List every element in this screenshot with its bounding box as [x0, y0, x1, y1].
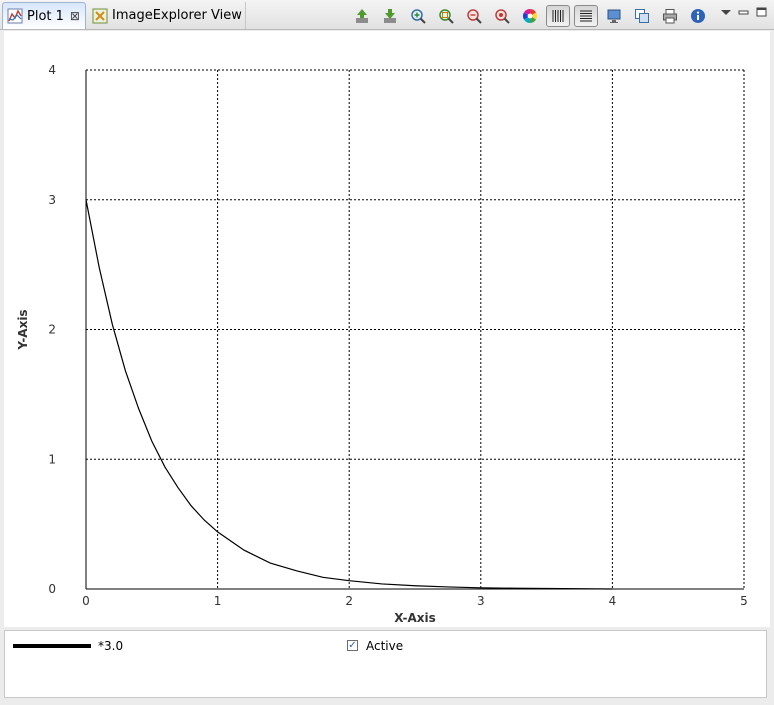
maximize-button[interactable] [754, 5, 770, 21]
line-chart[interactable]: 0 1 2 3 4 5 0 1 2 3 4 X-Axis Y-Axis [4, 31, 770, 627]
color-wheel-icon [523, 9, 537, 23]
maximize-icon [756, 7, 767, 17]
series-line [85, 199, 613, 590]
plot-area[interactable]: 0 1 2 3 4 5 0 1 2 3 4 X-Axis Y-Axis [4, 31, 770, 627]
horizontal-grid-toggle[interactable] [574, 5, 598, 27]
view-controls [718, 5, 772, 21]
x-tick-label: 2 [345, 594, 353, 608]
active-label: Active [366, 639, 404, 653]
x-tick-label: 5 [740, 594, 748, 608]
vertical-grid-toggle[interactable] [546, 5, 570, 27]
view-menu-icon [721, 10, 731, 15]
tab-plot-1-label: Plot 1 [27, 8, 64, 24]
zoom-in-button[interactable] [406, 5, 430, 27]
tab-image-explorer[interactable]: ImageExplorer View [88, 2, 246, 29]
x-tick-label: 1 [214, 594, 222, 608]
monitor-icon [607, 9, 621, 23]
vertical-grid-icon [552, 10, 564, 22]
import-button[interactable] [378, 5, 402, 27]
legend-panel: *3.0 ✓ Active [4, 630, 767, 698]
tab-image-explorer-label: ImageExplorer View [112, 8, 242, 23]
zoom-reset-icon [495, 9, 510, 24]
color-wheel-button[interactable] [518, 5, 542, 27]
zoom-in-icon [411, 9, 426, 24]
y-tick-label: 1 [48, 452, 56, 466]
image-explorer-icon [92, 8, 108, 23]
y-tick-label: 2 [48, 323, 56, 337]
x-tick-label: 3 [477, 594, 485, 608]
info-icon [691, 9, 705, 23]
tab-plot-1[interactable]: Plot 1 ⊠ [2, 2, 86, 29]
x-axis-label: X-Axis [394, 611, 436, 625]
x-tick-label: 0 [82, 594, 90, 608]
import-icon [384, 9, 396, 23]
minimize-button[interactable] [736, 5, 752, 21]
plot-toolbar [350, 4, 714, 28]
active-checkbox[interactable]: ✓ [347, 640, 358, 651]
monitor-button[interactable] [602, 5, 626, 27]
minimize-icon [738, 10, 749, 15]
legend-line-swatch [13, 644, 91, 648]
tab-bar: Plot 1 ⊠ ImageExplorer View [0, 0, 774, 30]
zoom-fit-icon [439, 9, 454, 24]
zoom-fit-button[interactable] [434, 5, 458, 27]
zoom-reset-button[interactable] [490, 5, 514, 27]
print-button[interactable] [658, 5, 682, 27]
view-menu-button[interactable] [718, 5, 734, 21]
y-tick-label: 0 [48, 582, 56, 596]
copy-icon [635, 9, 649, 23]
y-tick-label: 3 [48, 193, 56, 207]
info-button[interactable] [686, 5, 710, 27]
y-axis-label: Y-Axis [16, 309, 30, 350]
horizontal-grid-icon [580, 10, 592, 22]
plot-icon [7, 8, 23, 24]
print-icon [663, 9, 677, 24]
export-button[interactable] [350, 5, 374, 27]
close-icon[interactable]: ⊠ [69, 9, 80, 23]
zoom-out-icon [467, 9, 482, 24]
x-tick-label: 4 [609, 594, 617, 608]
export-icon [356, 9, 368, 23]
y-tick-label: 4 [48, 63, 56, 77]
legend-series-name: *3.0 [98, 639, 124, 653]
copy-button[interactable] [630, 5, 654, 27]
zoom-out-button[interactable] [462, 5, 486, 27]
